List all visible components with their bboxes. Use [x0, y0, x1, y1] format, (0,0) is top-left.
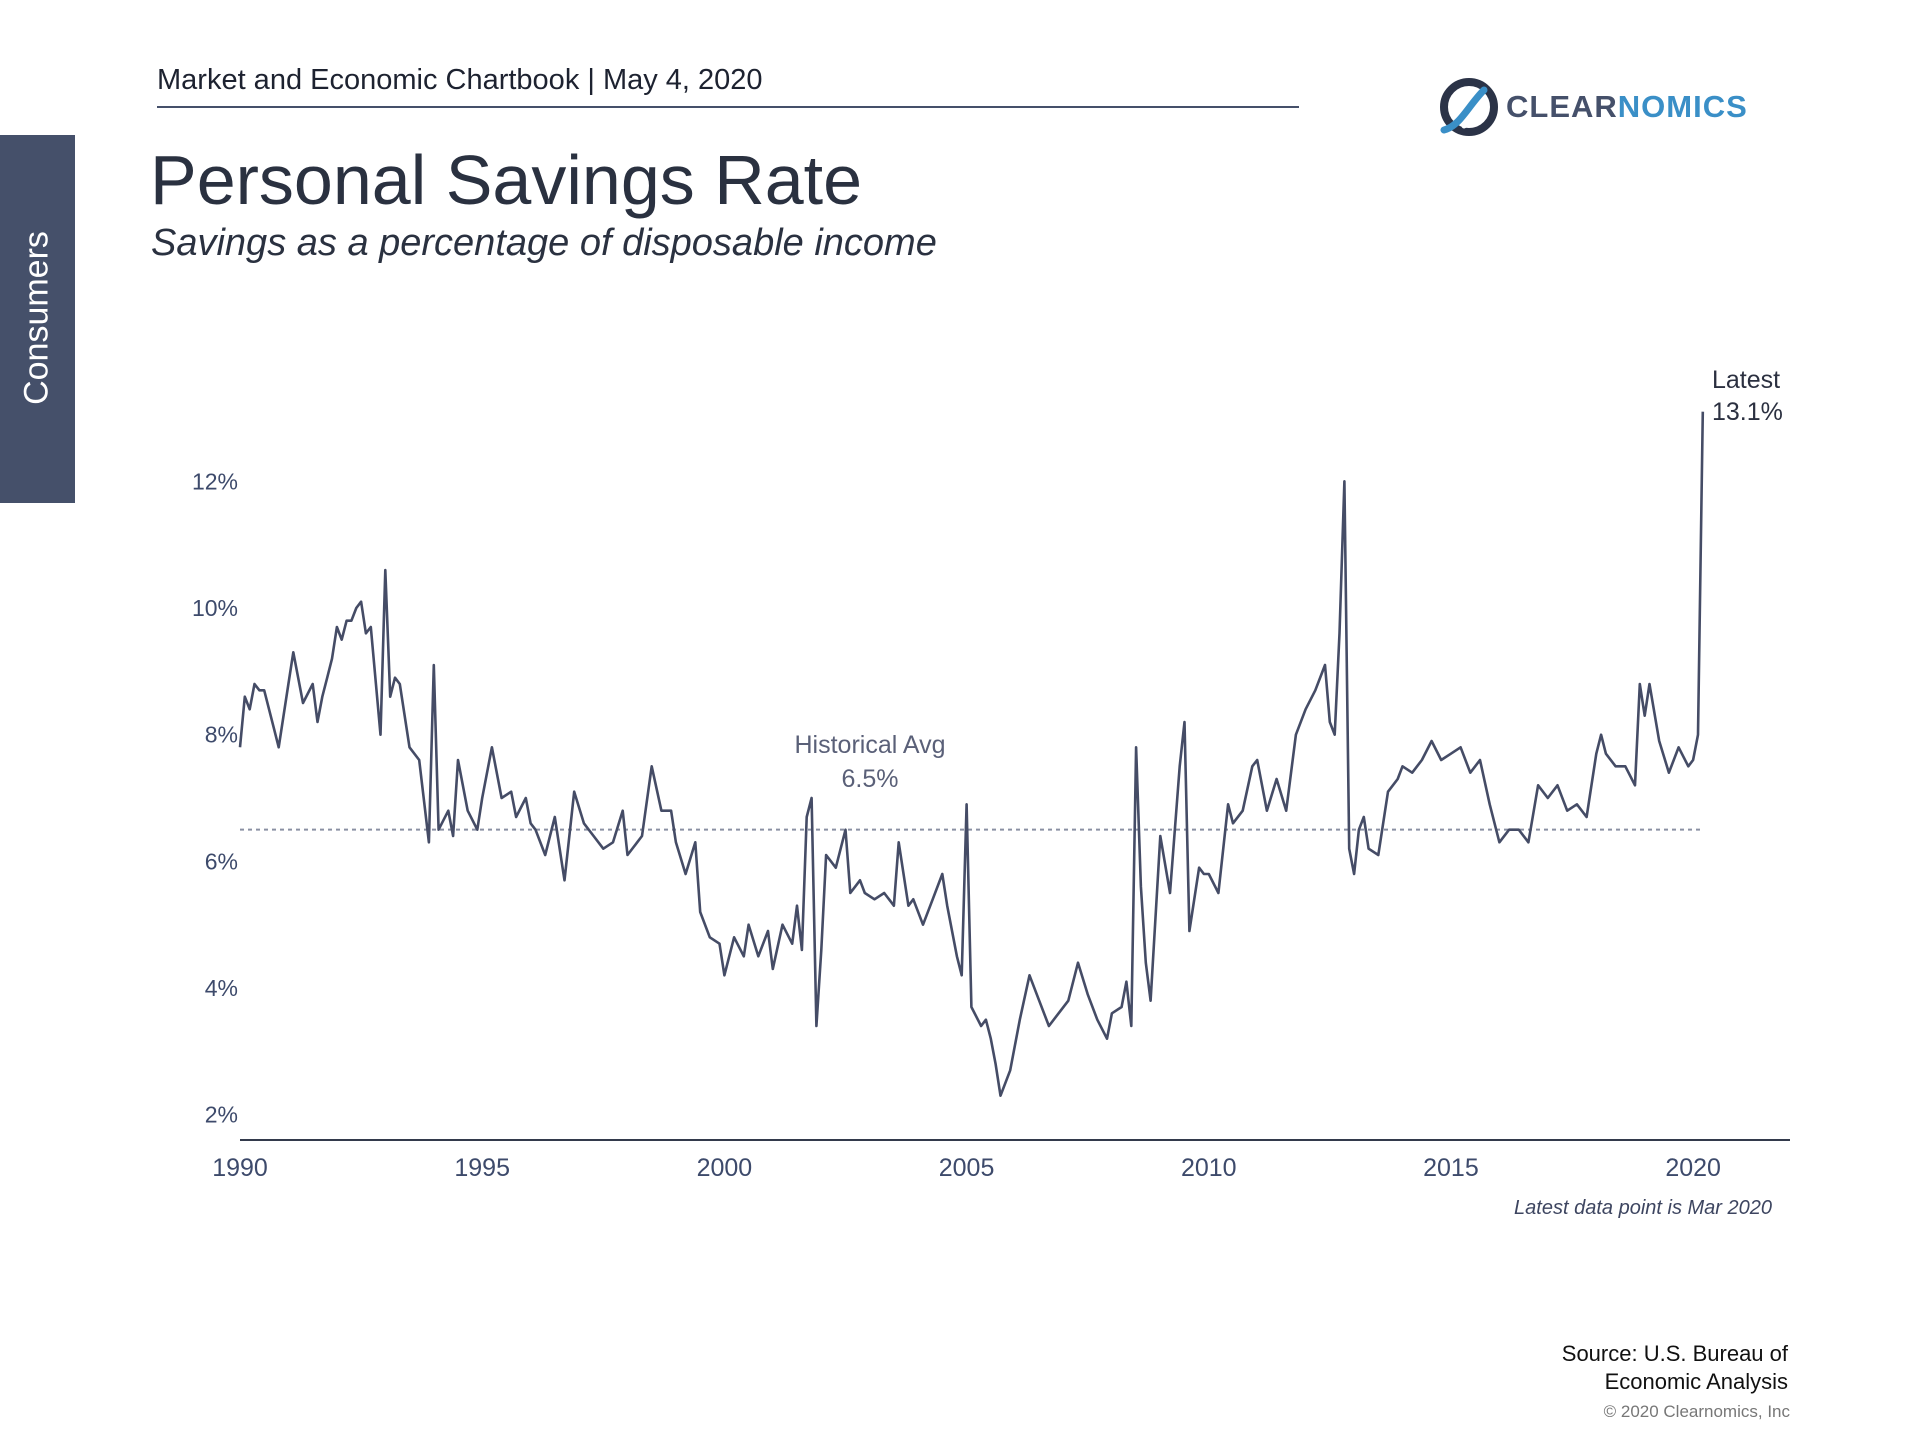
- x-tick-label: 2000: [697, 1154, 753, 1182]
- savings-rate-chart: 2% 4% 6% 8% 10% 12% 1990 1995 2000 2005 2010 2015 2…: [192, 366, 1790, 1219]
- logo-word-part2: NOMICS: [1617, 89, 1748, 124]
- chart-container: 2% 4% 6% 8% 10% 12% 1990 1995 2000 2005 2010 2015 2…: [192, 366, 1790, 1219]
- savings-rate-series-line: [238, 411, 1705, 1097]
- logo-word-part1: CLEAR: [1506, 89, 1618, 124]
- x-tick-label: 2005: [939, 1154, 995, 1182]
- source-line-1: Source: U.S. Bureau of: [1561, 1341, 1788, 1366]
- x-tick-label: 2010: [1181, 1154, 1237, 1182]
- x-tick-label: 1990: [212, 1154, 268, 1182]
- page-subtitle: Savings as a percentage of disposable in…: [151, 222, 937, 264]
- page-title: Personal Savings Rate: [150, 141, 863, 219]
- historical-average-label: Historical Avg: [795, 731, 946, 759]
- source-note: Source: U.S. Bureau of Economic Analysis: [1562, 1340, 1788, 1396]
- y-tick-label: 12%: [192, 468, 238, 494]
- x-tick-label: 1995: [454, 1154, 510, 1182]
- copyright-note: © 2020 Clearnomics, Inc: [1603, 1402, 1790, 1421]
- x-tick-label: 2015: [1423, 1154, 1479, 1182]
- header-divider: [157, 106, 1299, 108]
- x-axis-ticks: 1990 1995 2000 2005 2010 2015 2020: [212, 1154, 1721, 1182]
- y-tick-label: 4%: [205, 975, 238, 1001]
- clearnomics-logo-icon: [1440, 78, 1498, 136]
- y-tick-label: 10%: [192, 595, 238, 621]
- y-tick-label: 2%: [205, 1102, 238, 1128]
- latest-annotation-value: 13.1%: [1712, 398, 1783, 426]
- x-tick-label: 2020: [1665, 1154, 1721, 1182]
- y-axis-ticks: 2% 4% 6% 8% 10% 12%: [192, 468, 238, 1127]
- latest-data-note: Latest data point is Mar 2020: [1514, 1197, 1772, 1219]
- historical-average-value: 6.5%: [842, 765, 899, 793]
- y-tick-label: 8%: [205, 722, 238, 748]
- latest-annotation-label: Latest: [1712, 366, 1780, 394]
- clearnomics-logo: CLEARNOMICS: [1438, 76, 1748, 138]
- chartbook-header: Market and Economic Chartbook | May 4, 2…: [157, 64, 763, 96]
- logo-wordmark: CLEARNOMICS: [1506, 89, 1748, 125]
- section-tab: [0, 135, 75, 503]
- source-line-2: Economic Analysis: [1604, 1369, 1788, 1394]
- y-tick-label: 6%: [205, 848, 238, 874]
